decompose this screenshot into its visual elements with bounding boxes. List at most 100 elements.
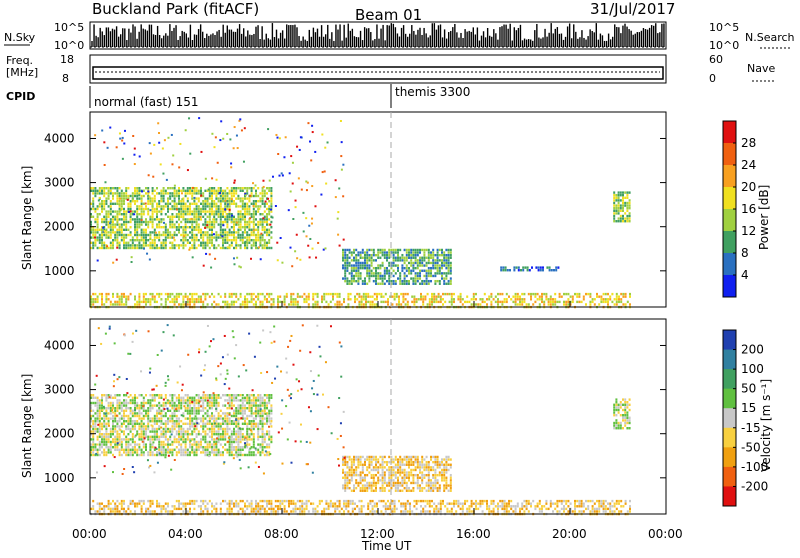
heatmap-cell <box>237 404 239 406</box>
heatmap-cell <box>119 502 121 504</box>
heatmap-cell <box>156 226 158 228</box>
heatmap-cell <box>368 270 370 272</box>
heatmap-cell <box>163 192 165 194</box>
heatmap-cell <box>466 301 468 303</box>
heatmap-cell <box>138 239 140 241</box>
heatmap-cell <box>428 270 430 272</box>
heatmap-cell <box>246 197 248 199</box>
heatmap-cell <box>226 415 228 417</box>
heatmap-cell <box>222 446 224 448</box>
heatmap-cell <box>393 251 395 253</box>
heatmap-cell <box>504 301 506 303</box>
heatmap-cell <box>187 407 189 409</box>
heatmap-cell <box>116 303 118 305</box>
range-tick-label: 2000 <box>44 220 75 234</box>
heatmap-cell <box>314 303 316 305</box>
heatmap-cell <box>143 239 145 241</box>
heatmap-cell <box>215 236 217 238</box>
heatmap-cell <box>417 259 419 261</box>
heatmap-cell <box>277 153 279 155</box>
heatmap-cell <box>94 208 96 210</box>
heatmap-cell <box>406 283 408 285</box>
heatmap-cell <box>395 251 397 253</box>
heatmap-cell <box>123 415 125 417</box>
heatmap-cell <box>105 197 107 199</box>
heatmap-cell <box>308 303 310 305</box>
heatmap-cell <box>422 301 424 303</box>
heatmap-cell <box>138 194 140 196</box>
heatmap-cell <box>138 428 140 430</box>
heatmap-cell <box>408 254 410 256</box>
heatmap-cell <box>211 208 213 210</box>
heatmap-cell <box>152 454 154 456</box>
heatmap-cell <box>145 218 147 220</box>
heatmap-cell <box>233 394 235 396</box>
heatmap-cell <box>165 242 167 244</box>
heatmap-cell <box>233 293 235 295</box>
heatmap-cell <box>202 242 204 244</box>
heatmap-cell <box>548 301 550 303</box>
heatmap-cell <box>207 510 209 512</box>
heatmap-cell <box>388 257 390 259</box>
heatmap-cell <box>149 505 151 507</box>
heatmap-cell <box>123 402 125 404</box>
heatmap-cell <box>207 242 209 244</box>
heatmap-cell <box>92 231 94 233</box>
colorbar-tick-label: 24 <box>741 158 756 172</box>
heatmap-cell <box>125 436 127 438</box>
heatmap-cell <box>158 446 160 448</box>
heatmap-cell <box>188 117 190 119</box>
heatmap-cell <box>176 420 178 422</box>
heatmap-cell <box>204 213 206 215</box>
heatmap-cell <box>198 192 200 194</box>
heatmap-cell <box>171 218 173 220</box>
heatmap-cell <box>346 267 348 269</box>
heatmap-cell <box>220 433 222 435</box>
heatmap-cell <box>146 253 148 255</box>
heatmap-cell <box>374 298 376 300</box>
heatmap-cell <box>251 420 253 422</box>
heatmap-cell <box>145 229 147 231</box>
heatmap-cell <box>373 249 375 251</box>
heatmap-cell <box>406 249 408 251</box>
heatmap-cell <box>368 254 370 256</box>
heatmap-cell <box>132 433 134 435</box>
heatmap-cell <box>191 410 193 412</box>
heatmap-cell <box>154 239 156 241</box>
heatmap-cell <box>167 446 169 448</box>
heatmap-cell <box>401 283 403 285</box>
heatmap-cell <box>226 216 228 218</box>
heatmap-cell <box>211 436 213 438</box>
heatmap-cell <box>147 410 149 412</box>
heatmap-cell <box>152 397 154 399</box>
heatmap-cell <box>402 298 404 300</box>
heatmap-cell <box>471 303 473 305</box>
heatmap-cell <box>613 199 615 201</box>
heatmap-cell <box>349 262 351 264</box>
heatmap-cell <box>114 420 116 422</box>
heatmap-cell <box>191 425 193 427</box>
heatmap-cell <box>419 262 421 264</box>
heatmap-cell <box>464 301 466 303</box>
heatmap-cell <box>94 446 96 448</box>
heatmap-cell <box>97 218 99 220</box>
heatmap-cell <box>355 249 357 251</box>
heatmap-cell <box>251 221 253 223</box>
heatmap-cell <box>388 264 390 266</box>
heatmap-cell <box>145 433 147 435</box>
heatmap-cell <box>189 226 191 228</box>
heatmap-cell <box>169 216 171 218</box>
heatmap-cell <box>384 272 386 274</box>
heatmap-cell <box>262 420 264 422</box>
heatmap-cell <box>92 293 94 295</box>
heatmap-cell <box>165 244 167 246</box>
heatmap-cell <box>301 295 303 297</box>
heatmap-cell <box>156 394 158 396</box>
heatmap-cell <box>280 237 282 239</box>
heatmap-cell <box>125 195 127 197</box>
heatmap-cell <box>105 298 107 300</box>
heatmap-cell <box>257 430 259 432</box>
heatmap-cell <box>132 428 134 430</box>
heatmap-cell <box>123 203 125 205</box>
heatmap-cell <box>169 226 171 228</box>
